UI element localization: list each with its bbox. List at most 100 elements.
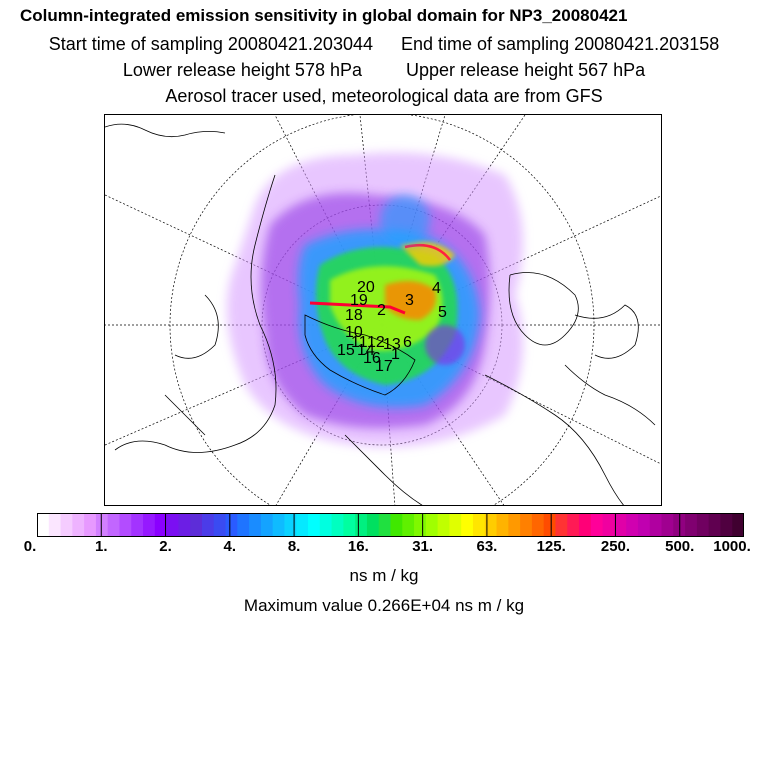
color-scale-tick-label: 2. <box>159 538 172 555</box>
color-scale-segment <box>472 513 486 537</box>
trajectory-label: 2 <box>377 302 386 319</box>
color-scale-segment <box>237 513 250 537</box>
color-scale-segment <box>425 513 439 537</box>
color-scale-segment <box>390 513 403 537</box>
trajectory-label: 6 <box>403 334 412 351</box>
trajectory-label: 14 <box>357 342 375 359</box>
color-scale-tick-label: 8. <box>287 538 301 555</box>
trajectory-label: 1 <box>391 346 400 363</box>
trajectory-label: 19 <box>350 292 368 309</box>
color-scale-segment <box>166 513 179 537</box>
color-scale-segment <box>461 513 474 537</box>
color-scale-segment <box>543 513 556 537</box>
color-scale-segment <box>649 513 663 537</box>
end-time: End time of sampling 20080421.203158 <box>401 34 720 54</box>
color-scale-segment <box>696 513 710 537</box>
color-scale-ticks: 0. 1. 2. 4. 8. 16. 31. 63. 125. 250. 500. 1000. <box>0 538 768 558</box>
trajectory-label: 20 <box>357 279 375 296</box>
color-scale-segment <box>260 513 274 537</box>
color-scale-tick-label: 4. <box>223 538 237 555</box>
units-label: ns m / kg <box>349 566 419 585</box>
start-time: Start time of sampling 20080421.203044 <box>48 34 373 54</box>
color-scale-segment <box>685 513 698 537</box>
color-scale-segment <box>84 513 97 537</box>
color-scale-segment <box>131 513 144 537</box>
color-scale-segment <box>708 513 721 537</box>
sampling-times: Start time of sampling 20080421.203044 En… <box>0 34 768 55</box>
color-scale-segment <box>201 513 215 537</box>
release-heights: Lower release height 578 hPa Upper releas… <box>0 60 768 81</box>
color-scale-tick-label: 125. <box>536 538 566 555</box>
color-scale-segment <box>590 513 604 537</box>
color-scale-segment <box>449 513 462 537</box>
trajectory-label: 10 <box>345 324 363 341</box>
color-scale-border <box>37 513 744 537</box>
color-scale-segment <box>355 513 368 537</box>
lower-release-height: Lower release height 578 hPa <box>122 60 362 80</box>
color-scale-segment <box>319 513 333 537</box>
trajectory-label: 4 <box>432 280 441 297</box>
color-scale-segment <box>508 513 521 537</box>
maximum-value: Maximum value 0.266E+04 ns m / kg <box>243 596 525 615</box>
color-scale-tick-label: 0. <box>23 538 37 555</box>
color-scale-tick-label: 63. <box>476 538 498 555</box>
trajectory-label: 18 <box>345 307 363 324</box>
color-scale-segment <box>249 513 262 537</box>
trajectory-label: 17 <box>375 358 393 375</box>
trajectory-label: 15 <box>337 342 355 359</box>
color-scale-segment <box>272 513 285 537</box>
color-scale-segment <box>213 513 227 537</box>
trajectory-label: 3 <box>405 292 414 309</box>
color-scale-segment <box>143 513 156 537</box>
color-scale-segment <box>732 513 744 537</box>
color-scale-segment <box>107 513 120 537</box>
color-scale-segment <box>637 513 651 537</box>
color-scale-segment <box>331 513 344 537</box>
color-scale-tick-label: 1. <box>95 538 108 555</box>
color-scale-segment <box>520 513 533 537</box>
color-scale-segment <box>602 513 615 537</box>
color-scale-segment <box>567 513 580 537</box>
color-scale-segment <box>308 513 321 537</box>
trajectory-label: 11 <box>351 334 368 351</box>
color-scale-segment <box>296 513 309 537</box>
color-scale-segment <box>626 513 639 537</box>
color-scale-tick-label: 500. <box>665 538 695 555</box>
upper-release-height: Upper release height 567 hPa <box>406 60 646 80</box>
color-scale-segment <box>484 513 498 537</box>
trajectory-labels: 20 19 18 2 3 4 5 6 10 11 12 13 14 15 16 … <box>337 279 447 375</box>
coastlines <box>105 123 656 505</box>
color-scale-segment <box>531 513 545 537</box>
color-scale-segment <box>496 513 509 537</box>
color-scale-tick-label: 16. <box>347 538 369 555</box>
plot-title: Column-integrated emission sensitivity i… <box>20 6 628 25</box>
color-scale-segment <box>119 513 132 537</box>
sensitivity-map: 20 19 18 2 3 4 5 6 10 11 12 13 14 15 16 … <box>104 114 662 506</box>
color-scale-segment <box>661 513 674 537</box>
color-scale-tick-label: 250. <box>600 538 631 555</box>
map-canvas: 20 19 18 2 3 4 5 6 10 11 12 13 14 15 16 … <box>105 115 661 505</box>
color-scale-segment <box>48 513 62 537</box>
sensitivity-field <box>227 152 523 447</box>
tracer-info: Aerosol tracer used, meteorological data… <box>165 86 603 106</box>
color-scale-segment <box>378 513 391 537</box>
color-scale-segment <box>437 513 450 537</box>
color-scale-segment <box>190 513 203 537</box>
color-scale-segment <box>343 513 356 537</box>
color-scale-segment <box>60 513 73 537</box>
color-scale-segment <box>555 513 568 537</box>
color-scale-segment <box>72 513 85 537</box>
color-scale-segment <box>366 513 380 537</box>
color-scale-tick-label: 31. <box>412 538 434 555</box>
color-scale-segment <box>414 513 427 537</box>
color-scale-segment <box>579 513 592 537</box>
trajectory-label: 5 <box>438 304 447 321</box>
color-scale-segment <box>720 513 733 537</box>
color-scale-tick-label: 1000. <box>713 538 751 555</box>
trajectory-label: 13 <box>383 336 401 353</box>
color-scale-segment <box>95 513 109 537</box>
trajectory-label: 12 <box>367 334 385 351</box>
color-scale-segment <box>37 513 50 537</box>
color-scale-segment <box>402 513 415 537</box>
color-scale-segment <box>614 513 627 537</box>
